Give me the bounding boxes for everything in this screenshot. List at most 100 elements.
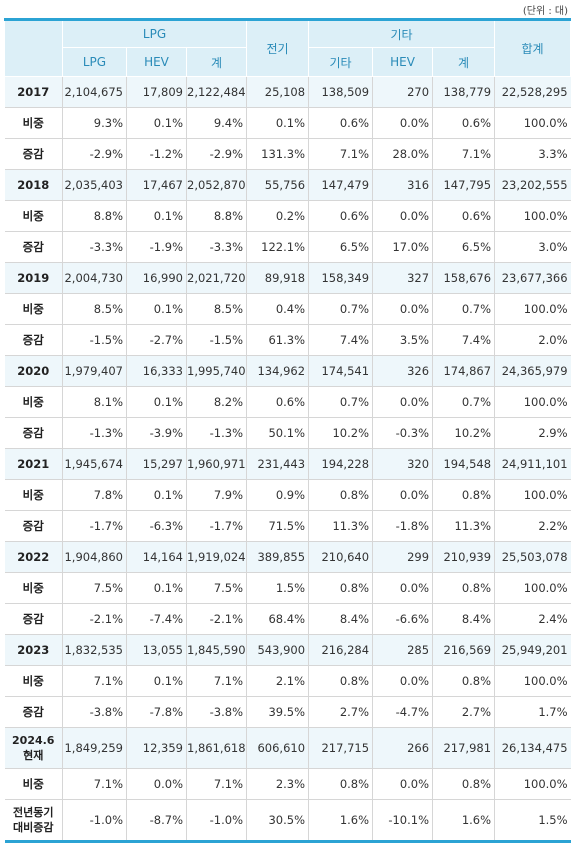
table-row: 2023 1,832,535 13,055 1,845,590 543,900 216,2… — [4, 634, 571, 666]
table-cell: 100.0% — [494, 107, 571, 139]
table-cell: 2,122,484 — [185, 76, 247, 108]
table-cell: -1.3% — [62, 417, 127, 449]
table-cell: 100.0% — [494, 768, 571, 800]
table-cell: 7.8% — [62, 479, 127, 511]
table-row: 2017 2,104,675 17,809 2,122,484 25,108 138,50… — [4, 76, 571, 108]
table-cell: 0.8% — [432, 572, 495, 604]
table-cell: 0.1% — [246, 107, 309, 139]
table-cell: 6.5% — [308, 231, 373, 263]
row-label: 비중 — [4, 665, 63, 697]
table-cell: 11.3% — [432, 510, 495, 542]
row-label: 비중 — [4, 479, 63, 511]
table-cell: 9.4% — [185, 107, 247, 139]
table-cell: 7.1% — [185, 768, 247, 800]
table-cell: -1.8% — [372, 510, 433, 542]
table-cell: 0.6% — [308, 107, 373, 139]
table-cell: -4.7% — [372, 696, 433, 728]
table-cell: 0.8% — [432, 768, 495, 800]
table-cell: 7.5% — [62, 572, 127, 604]
table-cell: 2.1% — [246, 665, 309, 697]
table-cell: 17,467 — [126, 169, 187, 201]
table-cell: -3.8% — [62, 696, 127, 728]
table-cell: 100.0% — [494, 479, 571, 511]
table-cell: -1.2% — [126, 138, 187, 170]
table-cell: 0.6% — [308, 200, 373, 232]
table-cell: 24,365,979 — [494, 355, 571, 387]
table-cell: 194,548 — [432, 448, 495, 480]
table-cell: 0.6% — [432, 200, 495, 232]
table-cell: -6.3% — [126, 510, 187, 542]
table-row: 증감 -1.3% -3.9% -1.3% 50.1% 10.2% -0.3% 10.2% 2.9… — [4, 417, 571, 449]
table-row: 증감 -3.3% -1.9% -3.3% 122.1% 6.5% 17.0% 6.5% 3.0% — [4, 231, 571, 263]
table-cell: 0.7% — [432, 293, 495, 325]
table-cell: 0.4% — [246, 293, 309, 325]
table-cell: 14,164 — [126, 541, 187, 573]
table-cell: -1.5% — [62, 324, 127, 356]
table-cell: 16,333 — [126, 355, 187, 387]
table-cell: 2.2% — [494, 510, 571, 542]
table-cell: 1,919,024 — [185, 541, 247, 573]
table-cell: -3.9% — [126, 417, 187, 449]
table-cell: -1.7% — [62, 510, 127, 542]
lpg-sum-sub-header: 계 — [185, 47, 248, 77]
table-row: 증감 -1.7% -6.3% -1.7% 71.5% 11.3% -1.8% 11.3% 2.2… — [4, 510, 571, 542]
row-label: 2022 — [4, 541, 63, 573]
table-cell: 25,949,201 — [494, 634, 571, 666]
table-cell: 0.8% — [308, 479, 373, 511]
table-cell: 606,610 — [246, 727, 309, 769]
row-label: 증감 — [4, 231, 63, 263]
table-row: 2021 1,945,674 15,297 1,960,971 231,443 194,2… — [4, 448, 571, 480]
other-hev-sub-header: HEV — [372, 47, 434, 77]
table-cell: 327 — [372, 262, 433, 294]
table-row: 2024.6 현재 1,849,259 12,359 1,861,618 606,610… — [4, 727, 571, 769]
table-cell: 8.1% — [62, 386, 127, 418]
row-label: 증감 — [4, 324, 63, 356]
lpg-sub-header: LPG — [62, 47, 127, 77]
other-group-header: 기타 — [308, 19, 496, 48]
table-cell: 2.7% — [432, 696, 495, 728]
table-cell: 7.1% — [308, 138, 373, 170]
table-row: 비중 8.8% 0.1% 8.8% 0.2% 0.6% 0.0% 0.6% 100.0% — [4, 200, 571, 232]
table-cell: 0.1% — [126, 293, 187, 325]
table-row: 2022 1,904,860 14,164 1,919,024 389,855 210,6… — [4, 541, 571, 573]
table-cell: 270 — [372, 76, 433, 108]
table-cell: 0.1% — [126, 107, 187, 139]
table-cell: 23,677,366 — [494, 262, 571, 294]
table-cell: 0.0% — [372, 479, 433, 511]
table-cell: 3.0% — [494, 231, 571, 263]
table-cell: 10.2% — [308, 417, 373, 449]
table-cell: -8.7% — [126, 799, 187, 843]
table-cell: 100.0% — [494, 386, 571, 418]
other-sub-header: 기타 — [308, 47, 374, 77]
table-cell: 25,108 — [246, 76, 309, 108]
table-row: 증감 -1.5% -2.7% -1.5% 61.3% 7.4% 3.5% 7.4% 2.0% — [4, 324, 571, 356]
table-cell: 3.3% — [494, 138, 571, 170]
table-cell: 1,904,860 — [62, 541, 127, 573]
table-cell: 100.0% — [494, 200, 571, 232]
total-header: 합계 — [494, 19, 572, 77]
table-cell: 1,960,971 — [185, 448, 247, 480]
table-cell: 1.6% — [308, 799, 373, 843]
table-cell: 0.7% — [308, 386, 373, 418]
table-cell: 100.0% — [494, 293, 571, 325]
table-cell: 266 — [372, 727, 433, 769]
table-cell: 61.3% — [246, 324, 309, 356]
row-label: 비중 — [4, 200, 63, 232]
table-cell: 24,911,101 — [494, 448, 571, 480]
table-cell: 8.2% — [185, 386, 247, 418]
table-cell: 1.5% — [494, 799, 571, 843]
table-cell: 2.4% — [494, 603, 571, 635]
table-cell: 7.5% — [185, 572, 247, 604]
table-cell: 0.9% — [246, 479, 309, 511]
table-row: 증감 -2.9% -1.2% -2.9% 131.3% 7.1% 28.0% 7.1% 3.3% — [4, 138, 571, 170]
table-cell: 13,055 — [126, 634, 187, 666]
table-cell: 1.6% — [432, 799, 495, 843]
table-cell: -3.8% — [185, 696, 247, 728]
table-cell: 22,528,295 — [494, 76, 571, 108]
table-cell: 2,021,720 — [185, 262, 247, 294]
table-cell: 100.0% — [494, 665, 571, 697]
table-cell: 320 — [372, 448, 433, 480]
table-cell: 0.1% — [126, 479, 187, 511]
table-cell: 0.0% — [372, 572, 433, 604]
table-row: 비중 7.8% 0.1% 7.9% 0.9% 0.8% 0.0% 0.8% 100.0% — [4, 479, 571, 511]
